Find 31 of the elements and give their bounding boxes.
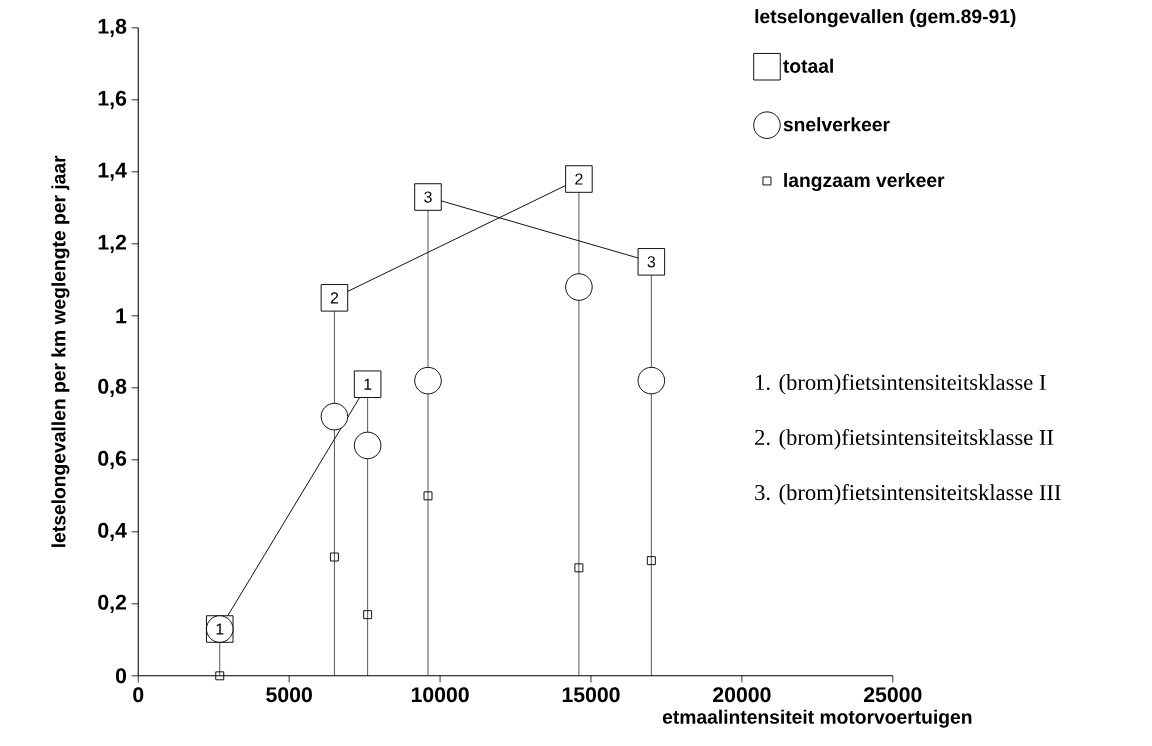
y-tick-label: 0 — [115, 668, 127, 684]
y-tick-label: 1,8 — [98, 18, 127, 37]
x-tick-label: 0 — [133, 687, 144, 703]
y-tick-label: 0,6 — [98, 450, 127, 469]
y-tick-label: 1,4 — [98, 162, 127, 181]
y-tick-label: 0,2 — [98, 594, 127, 613]
x-axis-title: etmaalintensiteit motorvoertuigen — [662, 709, 972, 728]
annotation: 1 — [216, 623, 224, 635]
legend-label: totaal — [783, 58, 833, 73]
y-tick-label: 0,4 — [98, 522, 127, 541]
x-tick-label: 15000 — [562, 687, 620, 703]
y-axis-title: letselongevallen per km weglengte per jaar — [51, 155, 70, 547]
annotation: 3. (brom)fietsintensiteitsklasse III — [755, 484, 1061, 505]
annotation: 2 — [575, 173, 583, 185]
legend-label: snelverkeer — [783, 117, 890, 132]
legend-label: langzaam verkeer — [784, 173, 945, 192]
x-tick-label: 20000 — [713, 687, 771, 703]
legend-title: letselongevallen (gem.89-91) — [755, 9, 1016, 28]
annotation: 2. (brom)fietsintensiteitsklasse II — [755, 429, 1054, 450]
x-tick-label: 5000 — [266, 687, 312, 703]
annotation: 2 — [330, 292, 339, 304]
x-tick-label: 10000 — [411, 687, 469, 703]
y-tick-label: 1,6 — [98, 90, 127, 109]
x-tick-label: 25000 — [863, 687, 922, 703]
annotation: 1 — [364, 378, 372, 390]
annotation: 3 — [424, 191, 432, 203]
y-tick-label: 1,2 — [98, 234, 127, 253]
y-tick-label: 0,8 — [98, 378, 127, 397]
annotation: 3 — [647, 256, 656, 268]
annotation: 1. (brom)fietsintensiteitsklasse I — [756, 373, 1046, 395]
y-tick-label: 1 — [116, 308, 127, 324]
